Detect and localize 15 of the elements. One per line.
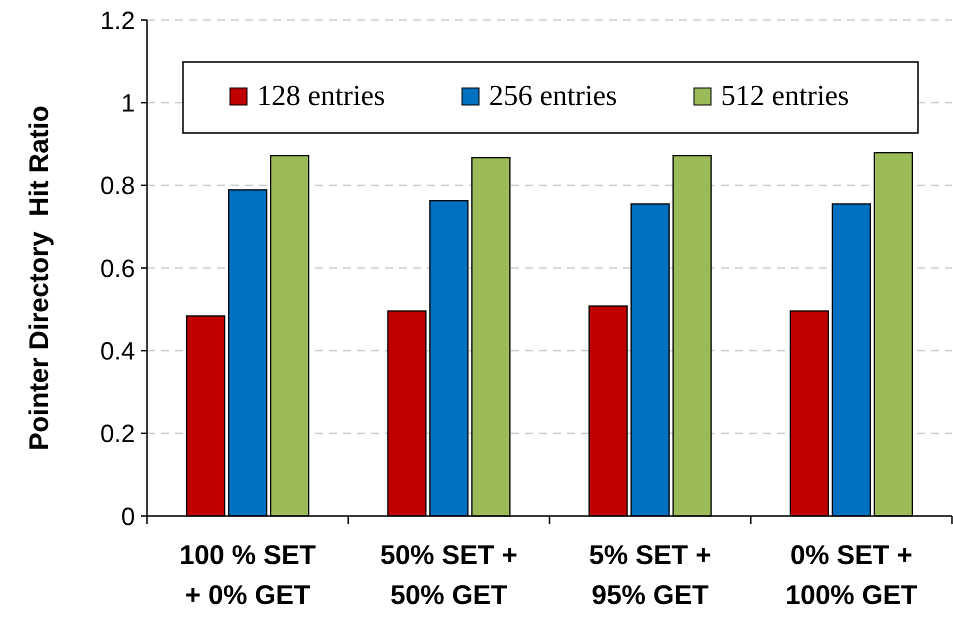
y-tick-label: 0.2 [100, 420, 135, 448]
x-tick-label: 5% SET + 95% GET [588, 540, 712, 610]
y-axis-title: Pointer Directory Hit Ratio [24, 105, 54, 451]
y-tick-label: 0 [121, 502, 135, 531]
x-tick-label: 50% SET + 50% GET [380, 540, 518, 610]
y-tick-label: 1.2 [100, 6, 135, 35]
x-tick-label: 0% SET + 100% GET [785, 540, 918, 610]
y-tick-label: 0.4 [100, 337, 136, 366]
legend-label: 128 entries [257, 80, 386, 112]
y-tick-label: 0.8 [100, 172, 135, 200]
legend-label: 512 entries [721, 80, 850, 112]
y-tick-label: 0.6 [100, 254, 135, 283]
legend-label: 256 entries [489, 80, 618, 112]
y-tick-label: 1 [121, 89, 135, 118]
x-tick-label: 100 % SET + 0% GET [179, 540, 316, 610]
